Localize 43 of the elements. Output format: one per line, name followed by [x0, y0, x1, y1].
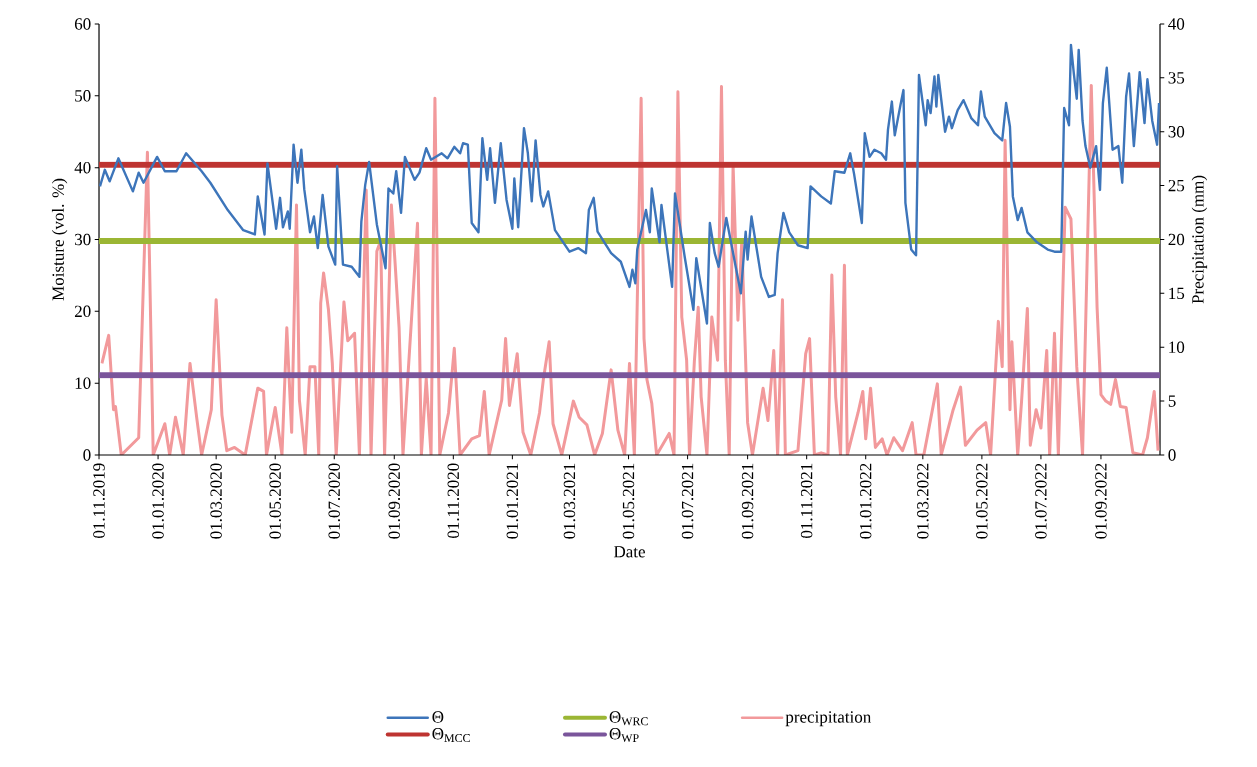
x-tick-label: 01.03.2020 [210, 463, 222, 539]
line-series [99, 43, 1161, 325]
y2-axis-title: Precipitation (mm) [1191, 175, 1208, 304]
legend-label: precipitation [785, 711, 872, 727]
y2-tick-label: 30 [1168, 126, 1185, 138]
x-tick-label: 01.01.2022 [859, 463, 872, 539]
y2-tick-label: 0 [1168, 449, 1176, 461]
x-tick-label: 01.05.2020 [269, 463, 281, 539]
x-tick-label: 01.05.2022 [976, 463, 988, 539]
y2-tick-label: 5 [1168, 395, 1176, 407]
y-tick-label: 40 [74, 161, 91, 174]
legend-label: Θ$_{WP}$ [609, 728, 639, 743]
y2-tick-label: 35 [1168, 72, 1185, 84]
x-tick-label: 01.11.2020 [447, 463, 460, 539]
y-tick-label: 30 [75, 233, 91, 246]
x-tick-label: 01.07.2022 [1035, 463, 1047, 539]
y2-tick-label: 20 [1168, 233, 1185, 246]
y2-tick-label: 15 [1169, 287, 1185, 300]
x-tick-label: 01.03.2021 [563, 463, 576, 539]
x-tick-label: 01.07.2021 [681, 463, 694, 539]
legend-label: Θ [432, 711, 444, 723]
y-tick-label: 50 [75, 90, 91, 102]
x-tick-label: 01.01.2021 [506, 463, 519, 539]
legend-label: Θ$_{WRC}$ [609, 711, 648, 726]
y2-tick-label: 10 [1169, 341, 1185, 353]
y-tick-label: 60 [74, 18, 91, 30]
x-tick-label: 01.01.2020 [152, 463, 164, 539]
y-tick-label: 20 [74, 305, 91, 318]
y-tick-label: 0 [83, 449, 91, 461]
x-tick-label: 01.09.2021 [741, 463, 754, 539]
legend-label: Θ$_{MCC}$ [432, 728, 470, 743]
x-tick-label: 01.09.2022 [1095, 463, 1107, 539]
y-axis-title: Moisture (vol. %) [51, 178, 68, 301]
x-tick-label: 01.07.2020 [328, 463, 341, 539]
y2-tick-label: 40 [1168, 18, 1185, 30]
x-tick-label: 01.11.2021 [800, 463, 813, 539]
x-tick-label: 01.03.2022 [917, 463, 929, 539]
x-tick-label: 01.09.2020 [388, 463, 401, 539]
x-axis-title: Date [613, 546, 645, 558]
x-tick-label: 01.05.2021 [622, 463, 635, 539]
y2-tick-label: 25 [1168, 179, 1185, 192]
y-tick-label: 10 [75, 377, 91, 389]
x-tick-label: 01.11.2019 [93, 463, 105, 539]
